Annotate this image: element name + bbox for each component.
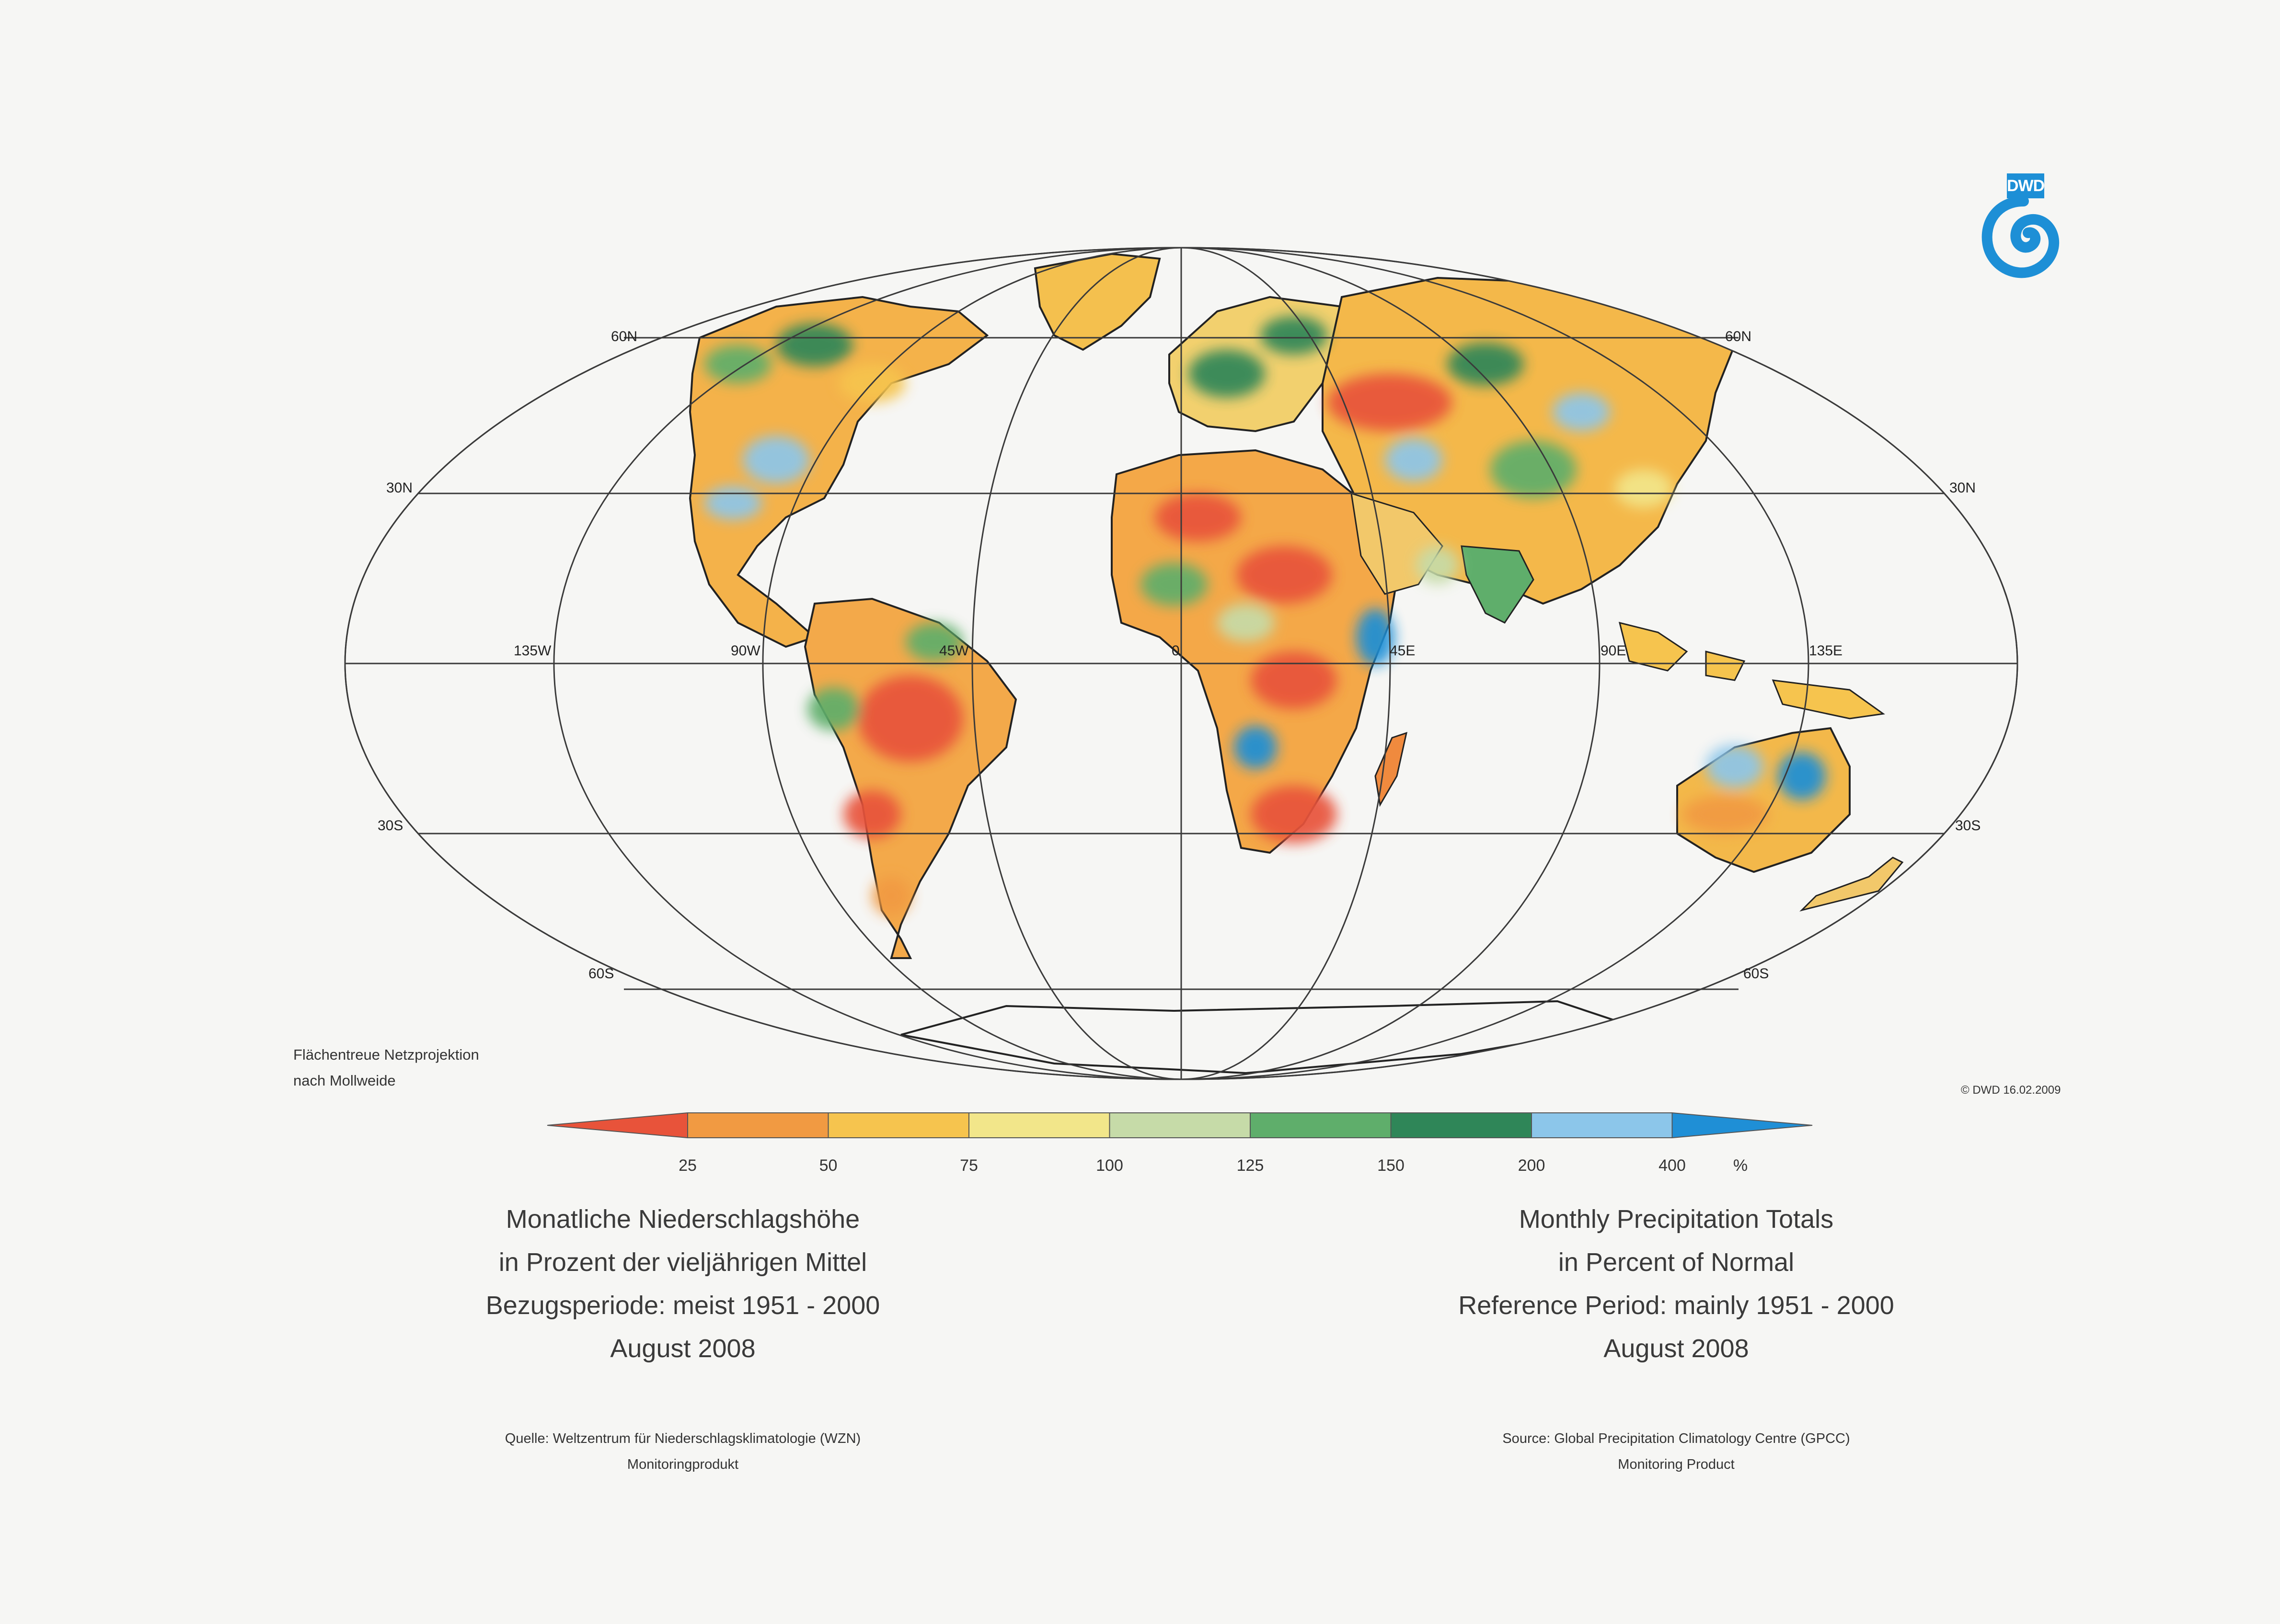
title-en-line-3: Reference Period: mainly 1951 - 2000 — [1458, 1291, 1894, 1320]
legend-swatch-5 — [1250, 1112, 1392, 1138]
color-legend: 25 50 75 100 125 150 200 400 % — [547, 1112, 1813, 1175]
legend-tick-75: 75 — [960, 1156, 978, 1175]
source-en-line-1: Source: Global Precipitation Climatology… — [1502, 1431, 1850, 1446]
lon-label-45w: 45W — [939, 643, 969, 659]
legend-tick-200: 200 — [1518, 1156, 1545, 1175]
anomaly-blob — [1682, 795, 1768, 834]
projection-note: Flächentreue Netzprojektion nach Mollwei… — [293, 1042, 479, 1094]
title-en-line-4: August 2008 — [1603, 1334, 1749, 1363]
anomaly-blob — [1615, 469, 1672, 508]
source-german: Quelle: Weltzentrum für Niederschlagskli… — [371, 1426, 994, 1477]
legend-tick-50: 50 — [819, 1156, 838, 1175]
antarctica — [900, 1000, 1630, 1075]
title-en-line-2: in Percent of Normal — [1558, 1248, 1795, 1277]
south-america — [804, 597, 1017, 959]
title-de-line-4: August 2008 — [610, 1334, 756, 1363]
land-masses — [689, 252, 1904, 1075]
new-zealand — [1799, 857, 1904, 912]
legend-swatch-1 — [687, 1112, 829, 1138]
anomaly-blob — [1447, 343, 1524, 386]
anomaly-blob — [1140, 563, 1208, 606]
anomaly-blob — [704, 345, 772, 383]
lat-label-60n-east: 60N — [1725, 329, 1751, 344]
title-de-line-3: Bezugsperiode: meist 1951 - 2000 — [485, 1291, 880, 1320]
madagascar — [1374, 732, 1408, 807]
title-de-line-1: Monatliche Niederschlagshöhe — [506, 1205, 860, 1234]
source-de-line-1: Quelle: Weltzentrum für Niederschlagskli… — [505, 1431, 861, 1446]
legend-swatch-2 — [828, 1112, 969, 1138]
anomaly-blob — [858, 675, 963, 762]
legend-tick-150: 150 — [1377, 1156, 1405, 1175]
dwd-logo-text: DWD — [2007, 173, 2045, 198]
projection-line-2: nach Mollweide — [293, 1072, 396, 1089]
title-english: Monthly Precipitation Totals in Percent … — [1365, 1198, 1988, 1370]
lon-label-0: 0 — [1172, 643, 1180, 659]
legend-tick-125: 125 — [1237, 1156, 1264, 1175]
anomaly-blob — [1706, 745, 1763, 788]
anomaly-blob — [1327, 374, 1452, 431]
graticule-labels: 60N 60N 30N 30N 30S 30S 60S 60S 135W 90W… — [378, 329, 1981, 982]
projection-line-1: Flächentreue Netzprojektion — [293, 1046, 479, 1063]
southeast-asia-islands — [1618, 621, 1885, 720]
copyright-note: © DWD 16.02.2009 — [1961, 1084, 2061, 1097]
title-german: Monatliche Niederschlagshöhe in Prozent … — [371, 1198, 994, 1370]
anomaly-blob — [1416, 546, 1459, 584]
lon-label-45e: 45E — [1390, 643, 1415, 659]
anomaly-blob — [743, 436, 810, 484]
title-en-line-1: Monthly Precipitation Totals — [1519, 1205, 1834, 1234]
greenland — [1034, 252, 1161, 351]
lon-label-135w: 135W — [514, 643, 552, 659]
anomaly-blob — [1234, 726, 1277, 769]
anomaly-blob — [1490, 441, 1577, 498]
graticule — [344, 247, 2018, 1080]
source-english: Source: Global Precipitation Climatology… — [1365, 1426, 1988, 1477]
lon-label-135e: 135E — [1809, 643, 1842, 659]
anomaly-blob — [906, 623, 963, 661]
lon-label-90e: 90E — [1601, 643, 1626, 659]
anomaly-blob — [1356, 608, 1394, 666]
dwd-logo: DWD — [1978, 173, 2069, 284]
legend-swatch-4 — [1109, 1112, 1251, 1138]
anomaly-blob — [776, 323, 853, 366]
legend-swatch-6 — [1390, 1112, 1532, 1138]
lat-label-30n-east: 30N — [1949, 480, 1976, 496]
legend-tick-25: 25 — [679, 1156, 697, 1175]
lat-label-30s-east: 30S — [1955, 818, 1981, 834]
anomaly-blob — [704, 486, 762, 520]
anomaly-blob — [1217, 604, 1275, 642]
anomaly-blob — [1385, 438, 1442, 481]
legend-tick-400: 400 — [1658, 1156, 1686, 1175]
source-de-line-2: Monitoringprodukt — [627, 1457, 739, 1472]
anomaly-blob — [1553, 393, 1610, 431]
lat-label-60s-east: 60S — [1743, 966, 1769, 982]
dwd-swirl-icon — [1981, 196, 2060, 278]
legend-tick-100: 100 — [1096, 1156, 1123, 1175]
lon-label-90w: 90W — [731, 643, 760, 659]
anomaly-blob — [872, 877, 910, 915]
lat-label-60s-west: 60S — [588, 966, 614, 982]
lat-label-30s-west: 30S — [378, 818, 403, 834]
anomaly-blob — [1155, 493, 1241, 541]
precipitation-anomaly-field — [704, 316, 1826, 915]
legend-swatch-above-400 — [1671, 1112, 1813, 1139]
legend-unit: % — [1733, 1156, 1748, 1175]
anomaly-blob — [843, 790, 901, 838]
india — [1461, 545, 1534, 624]
anomaly-blob — [1251, 652, 1337, 709]
anomaly-blob — [807, 687, 860, 731]
source-en-line-2: Monitoring Product — [1618, 1457, 1735, 1472]
legend-swatch-3 — [968, 1112, 1110, 1138]
title-de-line-2: in Prozent der vieljährigen Mittel — [498, 1248, 867, 1277]
legend-swatch-below-25 — [547, 1112, 688, 1139]
anomaly-blob — [1236, 546, 1332, 604]
legend-swatch-7 — [1531, 1112, 1673, 1138]
anomaly-blob — [1260, 316, 1327, 355]
lat-label-60n-west: 60N — [611, 329, 637, 344]
anomaly-blob — [1188, 350, 1265, 398]
anomaly-blob — [1251, 786, 1337, 843]
lat-label-30n-west: 30N — [386, 480, 413, 496]
